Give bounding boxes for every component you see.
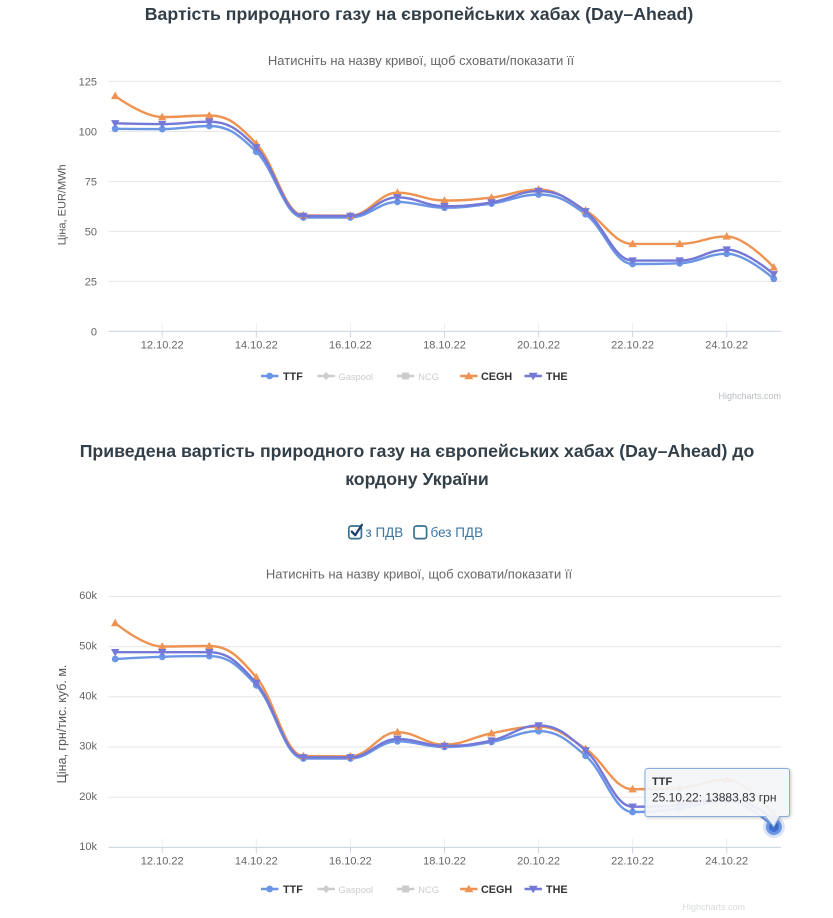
svg-text:CEGH: CEGH (481, 371, 512, 383)
svg-text:Gaspool: Gaspool (339, 372, 374, 382)
svg-text:THE: THE (546, 371, 568, 383)
svg-text:14.10.22: 14.10.22 (235, 339, 278, 351)
svg-text:Натисніть на назву кривої, щоб: Натисніть на назву кривої, щоб сховати/п… (266, 567, 573, 582)
svg-text:30k: 30k (79, 741, 97, 753)
svg-text:16.10.22: 16.10.22 (329, 339, 372, 351)
svg-text:Ціна, грн/тис. куб. м.: Ціна, грн/тис. куб. м. (55, 665, 69, 784)
svg-text:кордону України: кордону України (345, 469, 489, 489)
svg-text:з ПДВ: з ПДВ (366, 525, 404, 540)
svg-text:Highcharts.com: Highcharts.com (718, 391, 781, 401)
svg-text:18.10.22: 18.10.22 (423, 339, 466, 351)
svg-text:22.10.22: 22.10.22 (611, 339, 654, 351)
svg-text:TTF: TTF (652, 776, 672, 788)
svg-text:Натисніть на назву кривої, щоб: Натисніть на назву кривої, щоб сховати/п… (268, 53, 575, 68)
svg-text:Приведена вартість природного: Приведена вартість природного газу на єв… (80, 441, 755, 461)
svg-text:12.10.22: 12.10.22 (141, 339, 184, 351)
svg-text:0: 0 (91, 326, 97, 338)
svg-text:25: 25 (85, 276, 97, 288)
svg-text:NCG: NCG (418, 372, 439, 382)
svg-text:20.10.22: 20.10.22 (517, 855, 560, 867)
svg-text:16.10.22: 16.10.22 (329, 855, 372, 867)
svg-text:Highcharts.com: Highcharts.com (682, 902, 745, 912)
svg-text:20k: 20k (79, 791, 97, 803)
svg-text:10k: 10k (79, 841, 97, 853)
svg-text:40k: 40k (79, 691, 97, 703)
svg-text:NCG: NCG (418, 885, 439, 895)
svg-text:25.10.22: 13883,83 грн: 25.10.22: 13883,83 грн (652, 791, 776, 805)
svg-text:60k: 60k (79, 590, 97, 602)
svg-text:Вартість природного газу на єв: Вартість природного газу на європейських… (145, 4, 694, 24)
svg-text:125: 125 (79, 76, 97, 88)
svg-text:75: 75 (85, 176, 97, 188)
svg-text:24.10.22: 24.10.22 (705, 855, 748, 867)
svg-text:22.10.22: 22.10.22 (611, 855, 654, 867)
svg-text:12.10.22: 12.10.22 (141, 855, 184, 867)
svg-text:CEGH: CEGH (481, 884, 512, 896)
svg-text:TTF: TTF (283, 884, 303, 896)
svg-text:24.10.22: 24.10.22 (705, 339, 748, 351)
svg-text:THE: THE (546, 884, 568, 896)
svg-text:Ціна, EUR/MWh: Ціна, EUR/MWh (57, 164, 69, 245)
svg-text:20.10.22: 20.10.22 (517, 339, 560, 351)
svg-text:50k: 50k (79, 640, 97, 652)
svg-text:без ПДВ: без ПДВ (431, 525, 484, 540)
svg-text:Gaspool: Gaspool (339, 885, 374, 895)
svg-text:50: 50 (85, 226, 97, 238)
svg-text:TTF: TTF (283, 371, 303, 383)
svg-text:100: 100 (79, 126, 97, 138)
svg-text:18.10.22: 18.10.22 (423, 855, 466, 867)
svg-text:14.10.22: 14.10.22 (235, 855, 278, 867)
